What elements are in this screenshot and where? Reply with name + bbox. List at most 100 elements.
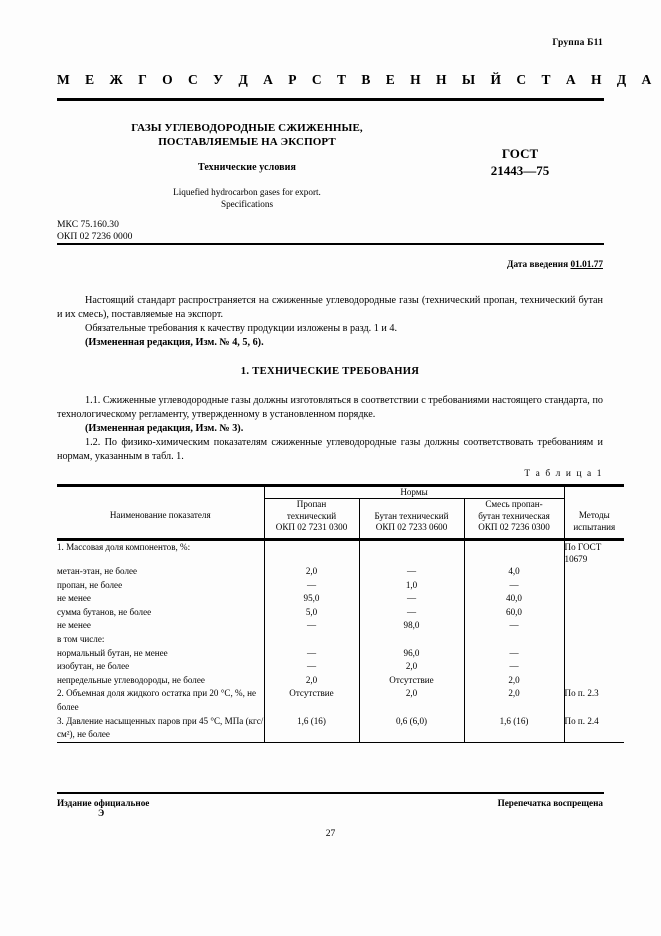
table-cell-norm-3: 1,6 (16) [463,714,565,743]
table-cell-norm-3: 4,0 [463,565,565,579]
table-cell-norm-3: — [463,578,565,593]
table-cell-norm-2: 98,0 [358,619,464,633]
table-cell-norm-1: — [263,646,359,661]
title-block-rule [57,243,604,245]
table-cell-indicator-name: в том числе: [57,633,105,644]
document-title-english: Liquefied hydrocarbon gases for export. … [57,187,437,210]
table-cell-norm-1: 95,0 [263,592,359,606]
table-cell-norm-2: 2,0 [358,660,464,674]
table-cell-norm-3: — [463,619,565,633]
table-cell-indicator-name: изобутан, не более [57,661,130,672]
header-cell-norms: Нормы [263,483,565,500]
table-row: пропан, не более —1,0— [57,578,625,593]
table-caption: Т а б л и ц а 1 [524,469,603,479]
standard-banner-title: М Е Ж Г О С У Д А Р С Т В Е Н Н Ы Й С Т … [57,72,661,87]
header-propane-line1: Пропан [296,499,327,510]
table-cell-test-method: По п. 2.3 [563,687,625,715]
intro-paragraph-1: Настоящий стандарт распространяется на с… [57,295,603,321]
header-methods-line1: Методы [578,510,610,520]
table-header-row-columns: Пропан технический ОКП 02 7231 0300 Бута… [57,498,624,540]
document-title-line1: ГАЗЫ УГЛЕВОДОРОДНЫЕ СЖИЖЕННЫЕ, [131,122,363,134]
table-row: сумма бутанов, не более 5,0—60,0 [57,605,625,620]
header-butane-spacer [360,499,464,511]
table-cell-norm-3: 2,0 [463,687,565,715]
table-cell-test-method [563,578,625,593]
header-butane-line1: Бутан технический [374,510,449,521]
test-method-line2: 10679 [564,554,588,564]
table-cell-norm-2: — [358,592,464,606]
table-cell-norm-3: 40,0 [463,592,565,606]
table-row: не менее —98,0— [57,619,625,633]
table-cell-norm-1: — [263,619,359,633]
table-cell-norm-1: Отсутствие [263,687,359,715]
table-cell-norm-3: 60,0 [463,605,565,620]
table-cell-indicator-name: пропан, не более [57,579,123,590]
table-row: нормальный бутан, не менее —96,0— [57,646,625,661]
table-row: непредельные углеводороды, не более 2,0 От… [57,673,625,688]
header-propane-line3: ОКП 02 7231 0300 [275,522,348,533]
table-cell-indicator-name: сумма бутанов, не более [57,606,152,617]
test-method-line1: По ГОСТ [564,542,602,552]
table-cell-norm-3 [463,632,565,647]
title-block: ГАЗЫ УГЛЕВОДОРОДНЫЕ СЖИЖЕННЫЕ, ПОСТАВЛЯЕ… [57,122,437,210]
document-title-line2: ПОСТАВЛЯЕМЫЕ НА ЭКСПОРТ [158,135,336,148]
table-cell-norm-2: 2,0 [358,687,464,715]
table-cell-test-method [563,592,625,606]
table-row: в том числе: [57,632,625,647]
table-cell-norm-3: — [463,646,565,661]
table-cell-indicator-name: не менее [57,620,91,631]
table-cell-test-method [563,673,625,688]
spec-table-head-group: Наименование показателя Нормы Методы исп… [57,483,625,540]
intro-revision-note: (Измененная редакция, Изм. № 4, 5, 6). [85,337,264,348]
footer-official-edition: Издание официальное [57,798,150,808]
test-method-line1: По п. 2.3 [564,688,599,699]
table-cell-norm-2 [358,538,464,565]
english-title-line2: Specifications [220,198,274,209]
table-cell-test-method [563,619,625,633]
header-cell-butane: Бутан технический ОКП 02 7233 0600 [358,498,464,540]
header-mixture-line2: бутан техническая [478,510,550,521]
table-cell-norm-1: 5,0 [263,605,359,620]
table-row: 1. Массовая доля компонентов, %: По ГОСТ 1… [57,538,625,565]
table-cell-norm-2: — [358,605,464,620]
table-cell-norm-1: — [263,578,359,593]
table-cell-norm-2: Отсутствие [358,673,464,688]
table-cell-test-method [563,632,625,647]
group-code: Группа Б11 [552,38,603,48]
footer-rule [57,792,604,794]
header-mixture-line3: ОКП 02 7236 0300 [478,522,550,533]
document-subtitle: Технические условия [197,162,297,173]
footer-mark: Э [98,808,105,818]
gost-number: 21443—75 [490,163,550,178]
table-cell-norm-1: 2,0 [263,565,359,579]
okp-code: ОКП 02 7236 0000 [57,230,133,242]
table-cell-norm-2: 0,6 (6,0) [358,714,464,743]
spec-table-wrapper: Наименование показателя Нормы Методы исп… [57,483,625,743]
table-cell-indicator-name: нормальный бутан, не менее [57,647,168,658]
introduction-date-value: 01.01.77 [570,260,603,270]
table-cell-norm-1: — [263,660,359,674]
table-header-row-group: Наименование показателя Нормы Методы исп… [57,483,625,540]
page-number: 27 [325,828,336,839]
introduction-date-label: Дата введения [507,260,569,270]
gost-label: ГОСТ [501,146,539,161]
clause-revision-note: (Измененная редакция, Изм. № 3). [85,423,244,434]
table-cell-norm-1: 2,0 [263,673,359,688]
table-cell-norm-1 [263,632,359,647]
header-cell-name: Наименование показателя [57,484,264,540]
table-cell-norm-1 [263,538,359,565]
table-cell-indicator-name: 1. Массовая доля компонентов, %: [57,538,264,565]
table-cell-indicator-name: метан-этан, не более [57,566,138,576]
table-cell-test-method: По ГОСТ 10679 [563,538,625,565]
footer-reprint-prohibited: Перепечатка воспрещена [497,798,603,808]
header-mixture-line1: Смесь пропан- [485,499,543,510]
document-title: ГАЗЫ УГЛЕВОДОРОДНЫЕ СЖИЖЕННЫЕ, ПОСТАВЛЯЕ… [57,122,437,149]
table-row: метан-этан, не более 2,0—4,0 [57,565,625,579]
header-cell-propane: Пропан технический ОКП 02 7231 0300 [263,498,359,540]
table-cell-norm-2: 1,0 [358,578,464,593]
specification-table: Наименование показателя Нормы Методы исп… [57,483,625,743]
classification-codes: МКС 75.160.30 ОКП 02 7236 0000 [57,219,132,242]
gost-designation: ГОСТ 21443—75 [440,145,600,179]
table-cell-test-method [563,565,625,579]
